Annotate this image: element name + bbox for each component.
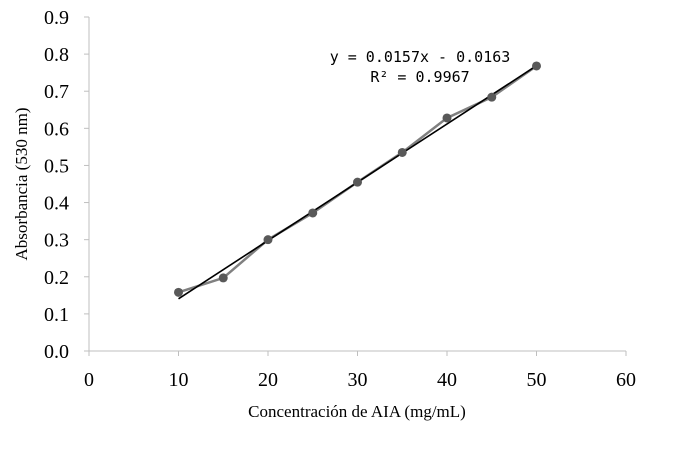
y-tick-label: 0.4 xyxy=(44,193,69,215)
data-point xyxy=(174,287,183,297)
data-point xyxy=(353,177,362,187)
y-tick-label: 0.9 xyxy=(44,7,69,29)
x-tick-label: 30 xyxy=(348,369,368,391)
y-tick-label: 0.2 xyxy=(44,267,69,289)
y-axis-title: Absorbancia (530 nm) xyxy=(12,108,31,261)
x-tick-label: 60 xyxy=(616,369,636,391)
data-point xyxy=(532,61,541,71)
x-tick-label: 20 xyxy=(258,369,278,391)
x-tick-label: 0 xyxy=(84,369,94,391)
y-ticks: 0.0 0.1 0.2 0.3 0.4 0.5 0.6 0.7 0.8 0.9 xyxy=(44,7,89,363)
data-point xyxy=(308,208,318,218)
y-tick-label: 0.6 xyxy=(44,118,69,140)
trendline-equation: y = 0.0157x - 0.0163 xyxy=(330,48,511,66)
y-tick-label: 0.7 xyxy=(44,81,69,103)
x-tick-label: 40 xyxy=(437,369,457,391)
x-ticks: 0 10 20 30 40 50 60 xyxy=(84,351,636,391)
y-tick-label: 0.3 xyxy=(44,230,69,252)
x-tick-label: 10 xyxy=(169,369,189,391)
y-tick-label: 0.1 xyxy=(44,304,69,326)
data-point xyxy=(218,273,228,283)
y-tick-label: 0.5 xyxy=(44,155,69,177)
y-tick-label: 0.0 xyxy=(44,341,69,363)
data-point xyxy=(263,235,273,245)
x-tick-label: 50 xyxy=(527,369,547,391)
y-tick-label: 0.8 xyxy=(44,44,69,66)
data-point xyxy=(397,147,407,157)
data-points xyxy=(174,61,541,297)
x-axis-title: Concentración de AIA (mg/mL) xyxy=(248,402,466,421)
data-point xyxy=(487,92,497,102)
trendline-r-squared: R² = 0.9967 xyxy=(370,68,469,86)
data-point xyxy=(442,113,452,123)
